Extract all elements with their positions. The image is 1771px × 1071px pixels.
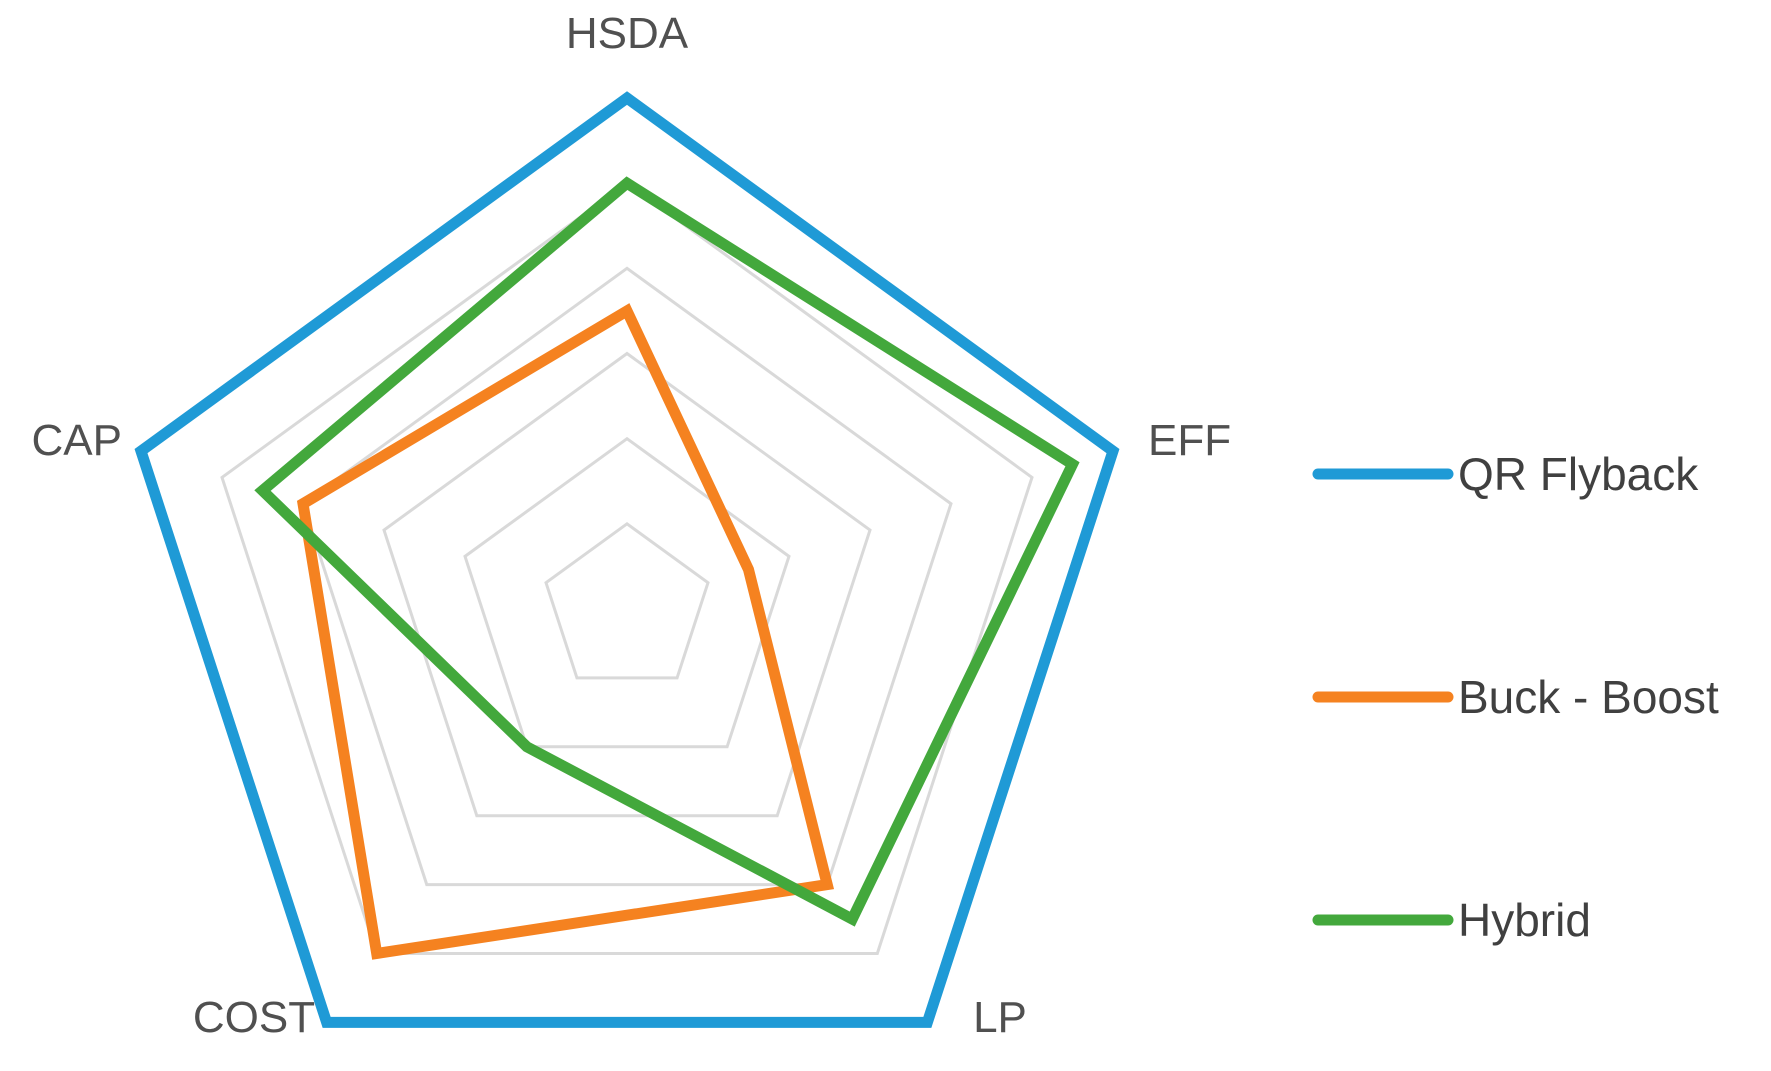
axis-label-cap: CAP bbox=[32, 416, 122, 465]
axis-label-cost: COST bbox=[193, 993, 315, 1042]
grid-ring-4 bbox=[301, 266, 953, 887]
legend-label: Hybrid bbox=[1458, 894, 1591, 946]
legend-label: Buck - Boost bbox=[1458, 671, 1719, 723]
axis-label-eff: EFF bbox=[1148, 416, 1231, 465]
grid-ring-3 bbox=[382, 351, 872, 818]
legend: QR Flyback Buck - Boost Hybrid bbox=[1312, 448, 1719, 946]
axis-labels: HSDA EFF LP COST CAP bbox=[32, 9, 1232, 1042]
axis-label-hsda: HSDA bbox=[566, 9, 689, 58]
series-qr-flyback bbox=[134, 91, 1120, 1028]
series-hybrid bbox=[254, 176, 1080, 927]
radar-series bbox=[134, 91, 1120, 1028]
grid-ring-5 bbox=[220, 181, 1034, 956]
legend-label: QR Flyback bbox=[1458, 448, 1699, 500]
axis-label-lp: LP bbox=[973, 993, 1027, 1042]
series-buck-boost bbox=[296, 303, 835, 960]
grid-ring-2 bbox=[463, 436, 791, 749]
grid-ring-1 bbox=[544, 521, 710, 680]
